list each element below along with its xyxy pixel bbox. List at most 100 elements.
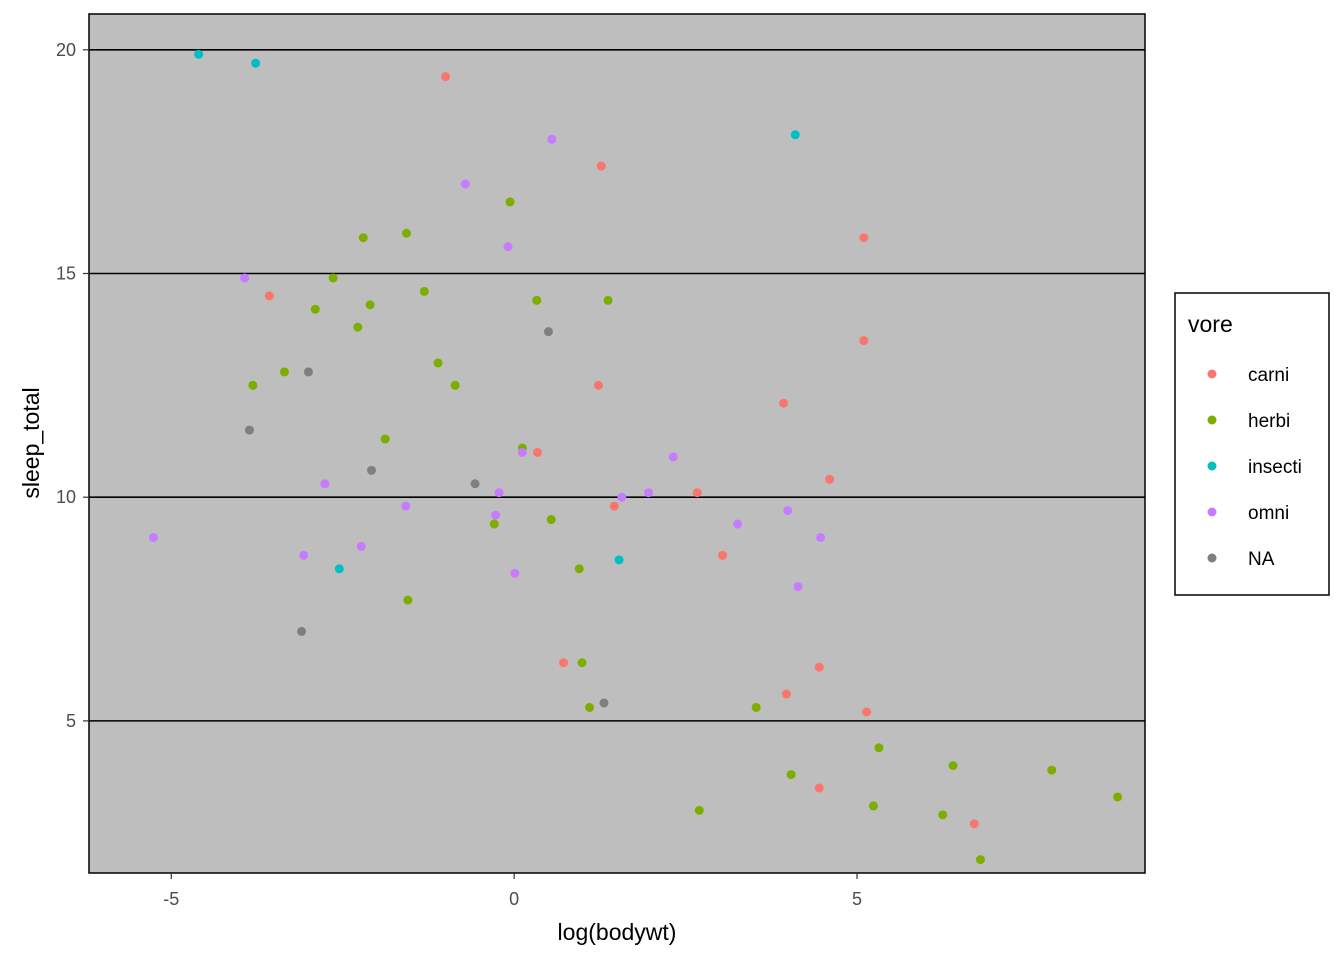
data-point-omni (299, 550, 309, 560)
data-point-na (244, 425, 254, 435)
data-point-insecti (194, 49, 204, 59)
y-tick-label: 5 (66, 711, 76, 731)
data-point-herbi (401, 228, 411, 238)
data-point-insecti (334, 564, 344, 574)
data-point-carni (559, 658, 569, 668)
data-point-omni (491, 510, 501, 520)
data-point-carni (814, 662, 824, 672)
data-point-herbi (248, 380, 258, 390)
data-point-herbi (1047, 765, 1057, 775)
data-point-herbi (868, 801, 878, 811)
legend-title: vore (1188, 311, 1233, 337)
data-point-herbi (938, 810, 948, 820)
data-point-herbi (577, 658, 587, 668)
data-point-carni (593, 380, 603, 390)
data-point-herbi (546, 515, 556, 525)
data-point-herbi (532, 295, 542, 305)
data-point-herbi (365, 300, 375, 310)
plot-border (88, 13, 1146, 874)
y-tick-label: 15 (56, 263, 76, 283)
data-point-omni (644, 488, 654, 498)
data-point-herbi (403, 595, 413, 605)
data-point-herbi (328, 273, 338, 283)
data-point-na (367, 465, 377, 475)
data-point-omni (401, 501, 411, 511)
legend-label-carni: carni (1248, 365, 1289, 386)
data-point-herbi (419, 286, 429, 296)
data-point-omni (617, 492, 627, 502)
data-point-insecti (614, 555, 624, 565)
legend-key-herbi (1207, 415, 1217, 425)
data-point-carni (692, 488, 702, 498)
plot-panel (89, 14, 1145, 873)
data-point-carni (441, 72, 451, 82)
data-point-herbi (380, 434, 390, 444)
legend-label-omni: omni (1248, 503, 1289, 524)
data-point-omni (240, 273, 250, 283)
data-point-carni (781, 689, 791, 699)
data-point-carni (596, 161, 606, 171)
data-point-herbi (786, 770, 796, 780)
y-tick-label: 20 (56, 40, 76, 60)
x-tick-label: -5 (163, 889, 179, 909)
data-point-insecti (251, 58, 261, 68)
legend-label-herbi: herbi (1248, 411, 1290, 432)
x-axis-ticks: -5 0 5 (163, 873, 862, 909)
x-tick-label: 5 (852, 889, 862, 909)
y-axis-title: sleep_total (18, 387, 44, 498)
data-point-na (599, 698, 609, 708)
data-point-omni (816, 532, 826, 542)
data-point-omni (547, 134, 557, 144)
data-point-carni (532, 447, 542, 457)
data-point-herbi (975, 855, 985, 865)
data-point-carni (862, 707, 872, 717)
data-point-herbi (279, 367, 289, 377)
data-point-herbi (310, 304, 320, 314)
data-point-carni (814, 783, 824, 793)
data-point-na (470, 479, 480, 489)
data-point-carni (969, 819, 979, 829)
y-axis-ticks: 5 10 15 20 (56, 40, 89, 731)
data-point-omni (460, 179, 470, 189)
legend-entries: carni herbi insecti omni NA (1207, 365, 1302, 570)
legend-box (1174, 292, 1330, 596)
data-point-omni (783, 506, 793, 516)
y-tick-label: 10 (56, 487, 76, 507)
data-point-omni (148, 532, 158, 542)
data-point-na (303, 367, 313, 377)
data-point-omni (503, 242, 513, 252)
data-point-na (297, 626, 307, 636)
data-point-herbi (603, 295, 613, 305)
data-point-herbi (874, 743, 884, 753)
grid-lines (89, 48, 1145, 722)
legend-key-carni (1207, 369, 1217, 379)
data-point-carni (825, 474, 835, 484)
x-axis-title: log(bodywt) (558, 919, 677, 945)
data-point-herbi (574, 564, 584, 574)
data-point-omni (733, 519, 743, 529)
legend-key-insecti (1207, 461, 1217, 471)
data-point-herbi (433, 358, 443, 368)
data-point-herbi (353, 322, 363, 332)
data-point-omni (494, 488, 504, 498)
data-point-herbi (489, 519, 499, 529)
data-point-carni (859, 336, 869, 346)
data-point-carni (609, 501, 619, 511)
data-point-herbi (358, 233, 368, 243)
data-point-carni (779, 398, 789, 408)
data-point-insecti (790, 130, 800, 140)
data-point-omni (510, 568, 520, 578)
data-points (148, 49, 1123, 865)
data-point-omni (793, 582, 803, 592)
legend-key-omni (1207, 507, 1217, 517)
legend-label-insecti: insecti (1248, 457, 1302, 478)
legend: vore carni herbi insecti omni NA (1174, 292, 1330, 596)
x-tick-label: 0 (509, 889, 519, 909)
data-point-herbi (751, 702, 761, 712)
data-point-carni (859, 233, 869, 243)
data-point-herbi (694, 805, 704, 815)
data-point-herbi (505, 197, 515, 207)
data-point-omni (356, 541, 366, 551)
data-point-omni (320, 479, 330, 489)
